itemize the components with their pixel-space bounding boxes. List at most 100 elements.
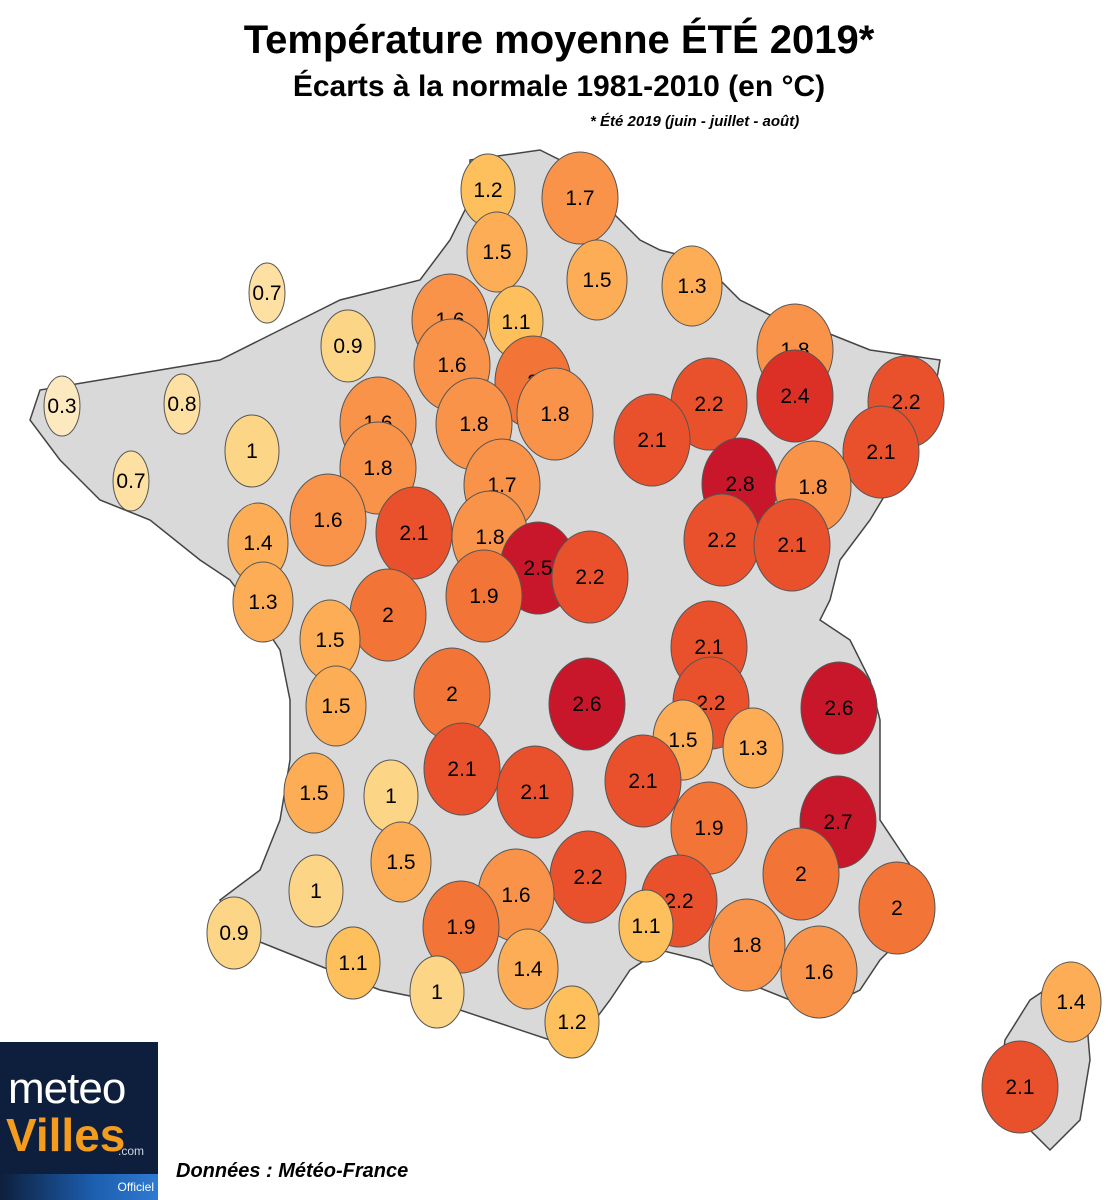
station-marker bbox=[288, 854, 344, 928]
station-value-label: 1.8 bbox=[475, 526, 504, 549]
station-bubble: 2.1 bbox=[981, 1040, 1059, 1134]
station-bubble: 1.4 bbox=[1040, 961, 1102, 1043]
logo-text-meteo: meteo bbox=[8, 1064, 126, 1113]
station-marker bbox=[224, 414, 280, 488]
station-bubble: 2.6 bbox=[800, 661, 878, 755]
station-marker bbox=[163, 373, 201, 435]
station-value-label: 1.9 bbox=[446, 916, 475, 939]
station-marker bbox=[283, 752, 345, 834]
station-bubble: 2.2 bbox=[551, 530, 629, 624]
meteovilles-logo: meteo Villes .com Officiel bbox=[0, 1042, 158, 1200]
station-value-label: 1.8 bbox=[540, 403, 569, 426]
station-value-label: 2.1 bbox=[637, 429, 666, 452]
station-value-label: 0.9 bbox=[219, 922, 248, 945]
station-bubble: 1.5 bbox=[466, 211, 528, 293]
station-marker bbox=[43, 375, 81, 437]
station-value-label: 1.5 bbox=[482, 241, 511, 264]
station-value-label: 1.9 bbox=[694, 817, 723, 840]
station-marker bbox=[497, 928, 559, 1010]
station-bubble: 1.5 bbox=[283, 752, 345, 834]
station-value-label: 1.4 bbox=[1056, 991, 1086, 1014]
logo-bar bbox=[0, 1174, 158, 1200]
station-bubble: 2 bbox=[413, 647, 491, 741]
station-bubble: 1.9 bbox=[422, 880, 500, 974]
station-value-label: 2.2 bbox=[696, 692, 725, 715]
station-bubble: 1.2 bbox=[544, 985, 600, 1059]
station-marker bbox=[541, 151, 619, 245]
station-marker bbox=[722, 707, 784, 789]
station-marker bbox=[339, 421, 417, 515]
station-bubble: 2.2 bbox=[670, 357, 748, 451]
station-value-label: 1.2 bbox=[473, 179, 502, 202]
station-value-label: 1.4 bbox=[513, 958, 543, 981]
station-bubble: 1.3 bbox=[722, 707, 784, 789]
station-marker bbox=[370, 821, 432, 903]
station-value-label: 1 bbox=[246, 440, 258, 463]
station-marker bbox=[661, 245, 723, 327]
station-marker bbox=[232, 561, 294, 643]
data-source: Données : Météo-France bbox=[176, 1160, 409, 1182]
station-bubble: 2.4 bbox=[756, 349, 834, 443]
station-value-label: 1.5 bbox=[299, 782, 328, 805]
station-marker bbox=[422, 880, 500, 974]
station-bubble: 1.3 bbox=[232, 561, 294, 643]
station-value-label: 1.2 bbox=[557, 1011, 586, 1034]
station-value-label: 2 bbox=[891, 897, 903, 920]
station-marker bbox=[409, 955, 465, 1029]
logo-text-villes: Villes bbox=[6, 1109, 126, 1161]
station-value-label: 0.7 bbox=[116, 470, 145, 493]
station-marker bbox=[708, 898, 786, 992]
station-bubble: 1 bbox=[288, 854, 344, 928]
station-bubble: 1.6 bbox=[289, 473, 367, 567]
map-subtitle: Écarts à la normale 1981-2010 (en °C) bbox=[292, 70, 826, 103]
station-value-label: 2.1 bbox=[628, 770, 657, 793]
station-marker bbox=[618, 889, 674, 963]
station-value-label: 2.1 bbox=[399, 522, 428, 545]
station-bubble: 1.5 bbox=[566, 239, 628, 321]
station-value-label: 0.3 bbox=[47, 395, 76, 418]
station-bubble: 0.7 bbox=[112, 450, 150, 512]
station-value-label: 1.3 bbox=[248, 591, 277, 614]
station-value-label: 1.5 bbox=[321, 695, 350, 718]
station-value-label: 2.1 bbox=[866, 441, 895, 464]
station-marker bbox=[762, 827, 840, 921]
station-value-label: 1.5 bbox=[386, 851, 415, 874]
station-value-label: 0.8 bbox=[167, 393, 196, 416]
station-bubble: 1.4 bbox=[497, 928, 559, 1010]
station-bubble: 1.4 bbox=[227, 502, 289, 584]
station-marker bbox=[1040, 961, 1102, 1043]
station-bubble: 2.2 bbox=[683, 493, 761, 587]
station-bubble: 0.8 bbox=[163, 373, 201, 435]
station-bubble: 1.8 bbox=[516, 367, 594, 461]
station-marker bbox=[566, 239, 628, 321]
station-bubble: 2.2 bbox=[549, 830, 627, 924]
station-value-label: 1 bbox=[431, 981, 443, 1004]
station-value-label: 2.1 bbox=[694, 636, 723, 659]
station-marker bbox=[842, 405, 920, 499]
station-bubble: 1.1 bbox=[325, 926, 381, 1000]
station-bubble: 1.7 bbox=[541, 151, 619, 245]
station-bubble: 1.2 bbox=[460, 153, 516, 227]
station-value-label: 1.9 bbox=[469, 585, 498, 608]
station-bubble: 0.9 bbox=[320, 309, 376, 383]
station-value-label: 2.2 bbox=[575, 566, 604, 589]
station-value-label: 1.4 bbox=[243, 532, 273, 555]
station-marker bbox=[206, 896, 262, 970]
station-bubble: 1.5 bbox=[299, 599, 361, 681]
station-marker bbox=[423, 722, 501, 816]
station-value-label: 1.5 bbox=[582, 269, 611, 292]
station-bubble: 1.5 bbox=[305, 665, 367, 747]
station-value-label: 2.6 bbox=[572, 693, 601, 716]
station-value-label: 2.2 bbox=[573, 866, 602, 889]
station-marker bbox=[289, 473, 367, 567]
station-value-label: 1.8 bbox=[459, 413, 488, 436]
station-value-label: 2.5 bbox=[523, 557, 552, 580]
station-marker bbox=[551, 530, 629, 624]
station-bubble: 1 bbox=[224, 414, 280, 488]
station-bubble: 1 bbox=[363, 759, 419, 833]
station-marker bbox=[800, 661, 878, 755]
station-bubble: 2.1 bbox=[375, 486, 453, 580]
station-value-label: 2.2 bbox=[694, 393, 723, 416]
station-value-label: 1 bbox=[385, 785, 397, 808]
station-value-label: 1.5 bbox=[315, 629, 344, 652]
